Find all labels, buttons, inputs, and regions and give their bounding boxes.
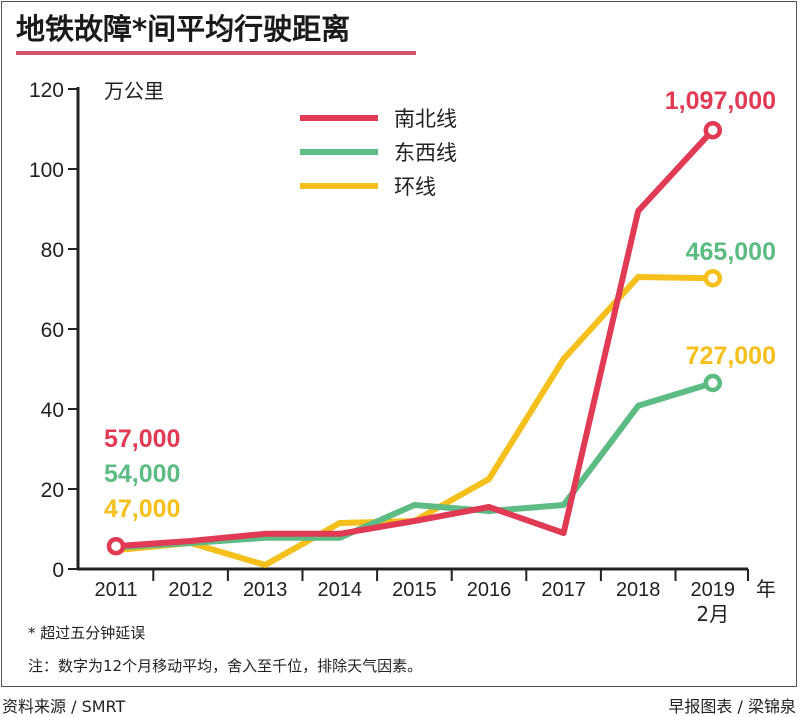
x-tick-label: 2011 xyxy=(94,579,137,601)
footnote: * 超过五分钟延误 xyxy=(28,624,146,642)
legend-label: 东西线 xyxy=(394,141,457,165)
start-value-label: 57,000 xyxy=(104,425,180,453)
y-tick-label: 60 xyxy=(41,319,64,342)
x-tick-label: 2019 xyxy=(691,579,736,601)
y-tick-label: 20 xyxy=(41,479,64,502)
y-tick-label: 0 xyxy=(52,559,64,582)
data-point-marker xyxy=(106,536,126,556)
x-tick-sublabel: 2月 xyxy=(696,602,729,626)
y-tick-label: 80 xyxy=(41,239,64,262)
x-tick-label: 2012 xyxy=(168,579,213,601)
x-tick-label: 2018 xyxy=(616,579,661,601)
x-tick-label: 2016 xyxy=(467,579,512,601)
x-tick-label: 2014 xyxy=(318,579,363,601)
start-value-label: 54,000 xyxy=(104,460,180,488)
end-value-label: 465,000 xyxy=(686,238,776,266)
y-tick-label: 40 xyxy=(41,399,64,422)
chart-frame xyxy=(1,1,797,687)
x-tick-label: 2017 xyxy=(541,579,586,601)
data-point-marker xyxy=(703,373,723,393)
y-axis-unit: 万公里 xyxy=(104,79,164,103)
title-underline xyxy=(16,51,416,55)
credit: 早报图表 / 梁锦泉 xyxy=(668,697,796,716)
x-axis-unit: 年 xyxy=(756,577,776,601)
y-tick-label: 120 xyxy=(29,79,64,102)
source: 资料来源 / SMRT xyxy=(2,697,126,716)
end-value-label: 727,000 xyxy=(686,342,776,370)
start-value-label: 47,000 xyxy=(104,495,180,523)
x-tick-label: 2013 xyxy=(243,579,288,601)
y-tick-label: 100 xyxy=(29,159,64,182)
x-tick-label: 2015 xyxy=(392,579,437,601)
end-value-label: 1,097,000 xyxy=(665,87,776,115)
data-point-marker xyxy=(703,120,723,140)
chart-title: 地铁故障*间平均行驶距离 xyxy=(16,12,351,46)
data-point-marker xyxy=(703,268,723,288)
chart-note: 注：数字为12个月移动平均，舍入至千位，排除天气因素。 xyxy=(28,657,423,675)
legend-label: 环线 xyxy=(394,175,436,199)
legend-label: 南北线 xyxy=(394,107,457,131)
